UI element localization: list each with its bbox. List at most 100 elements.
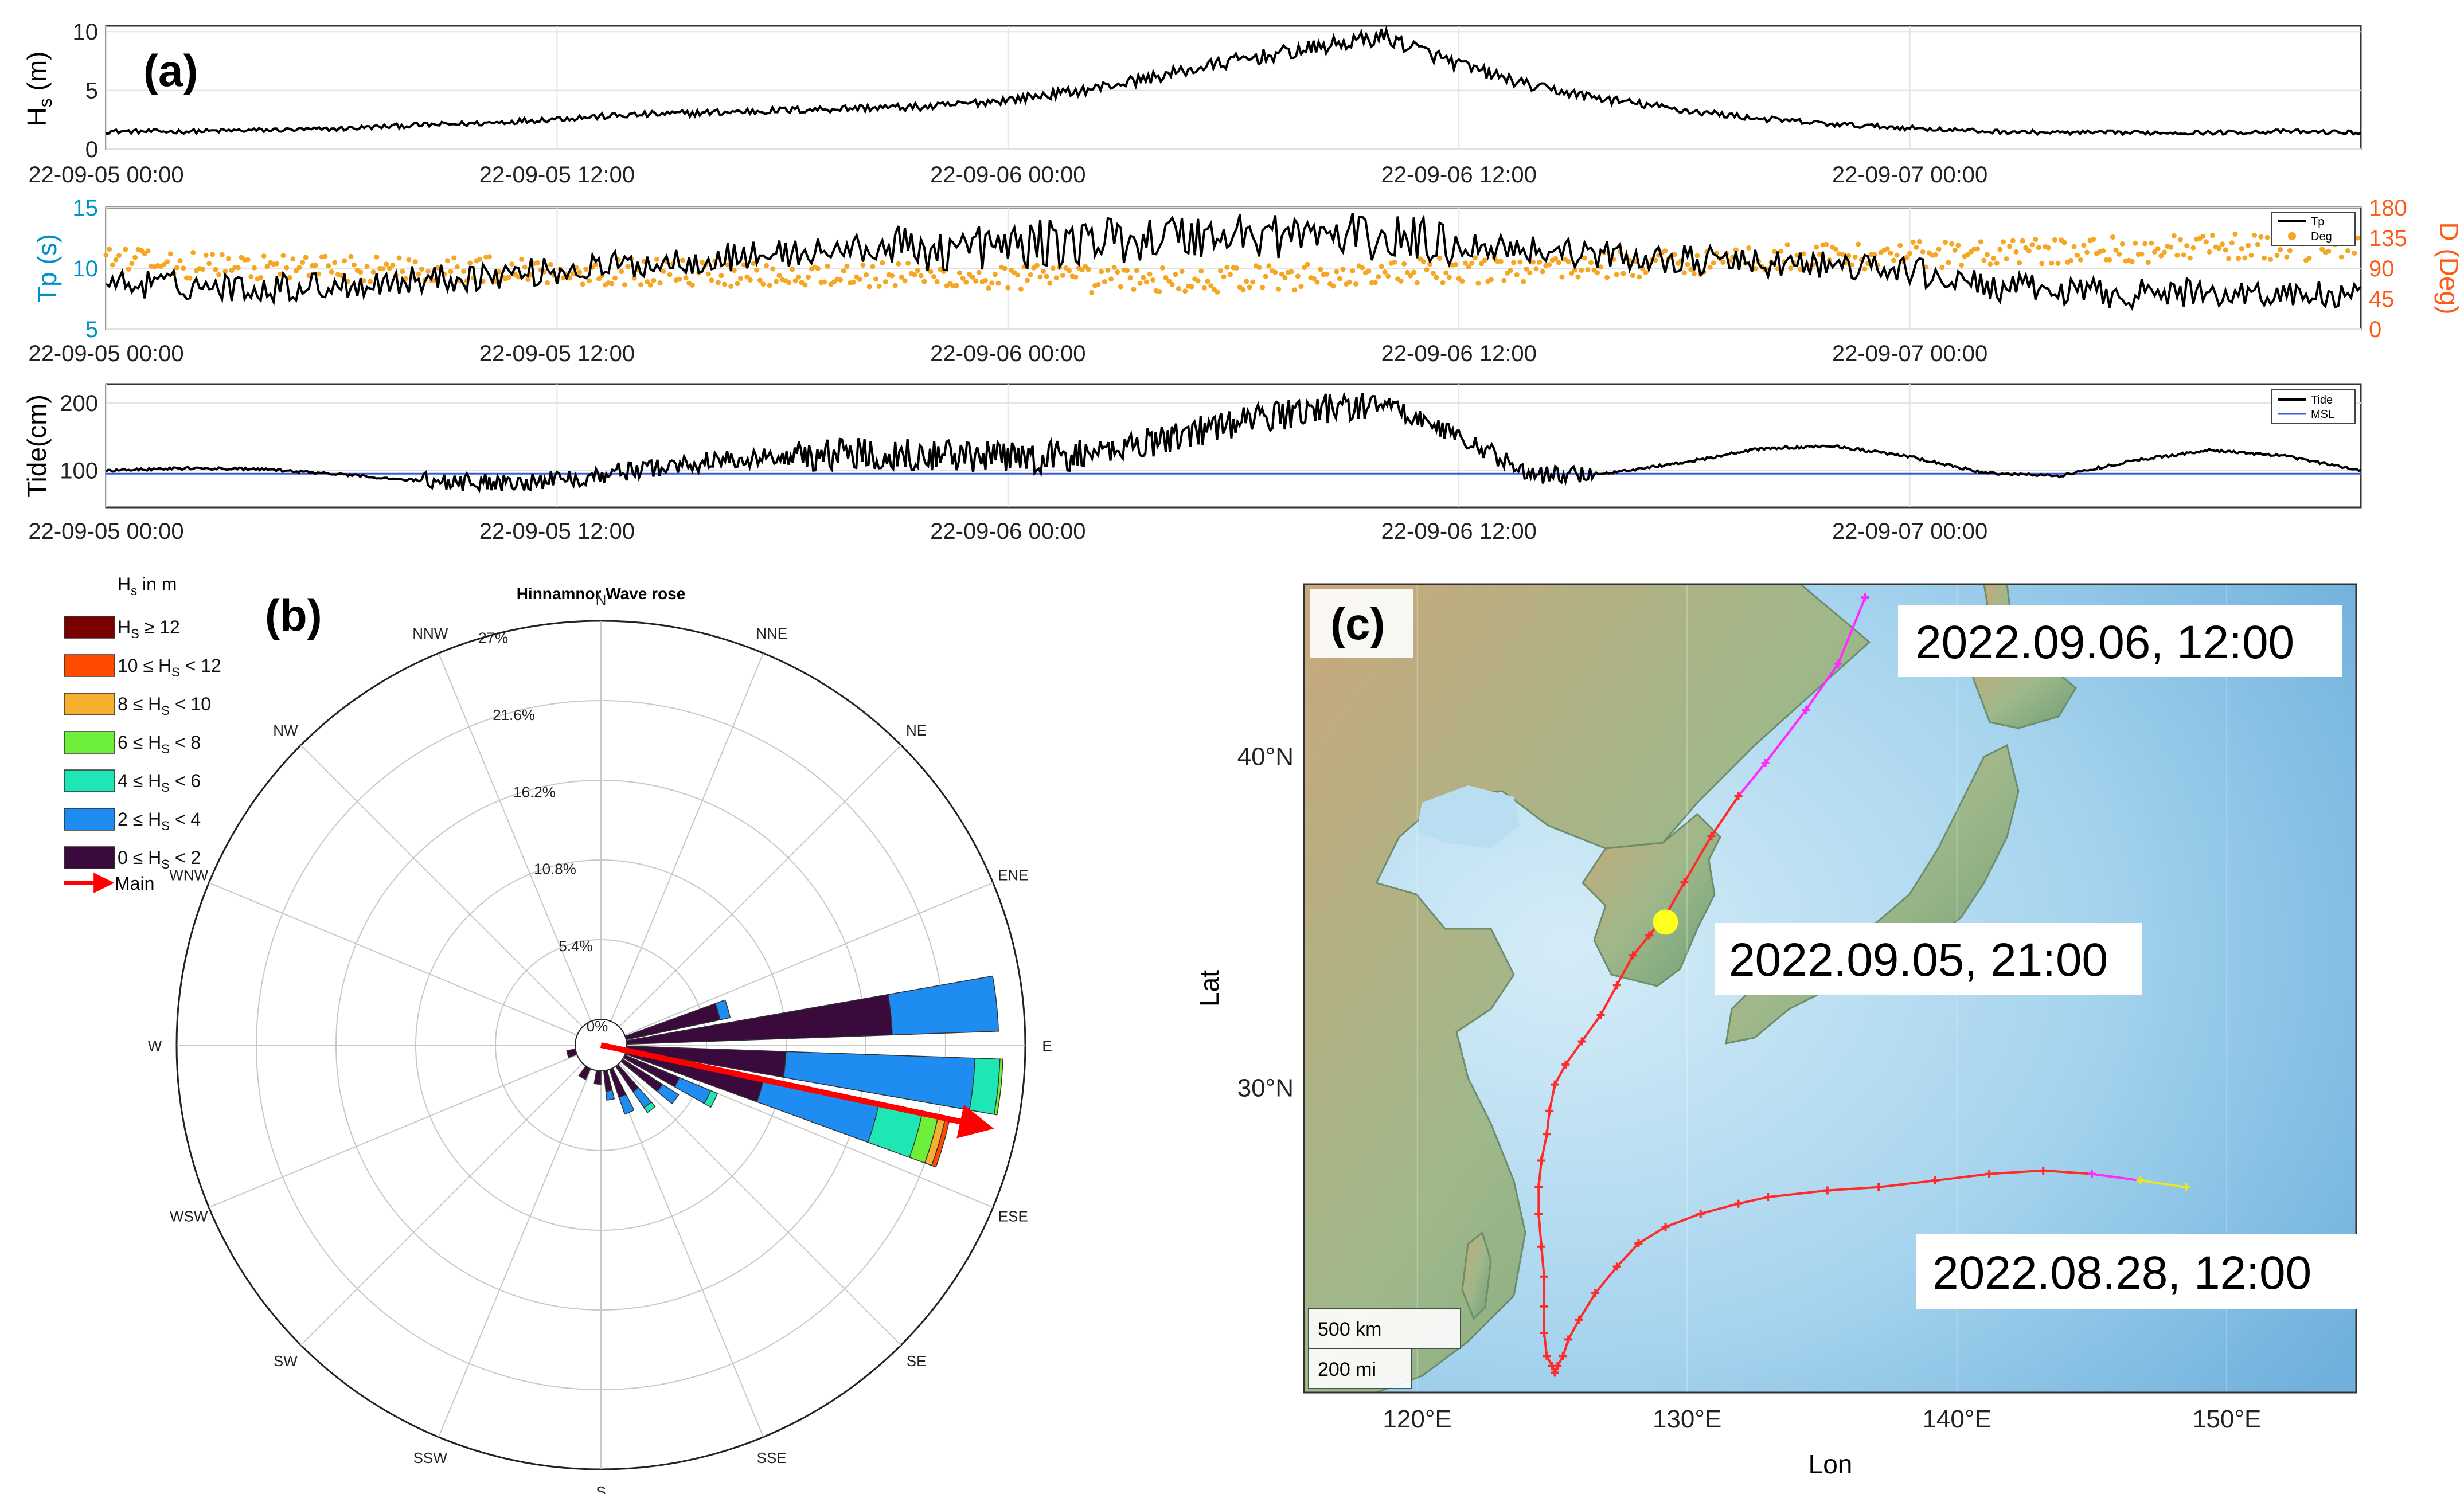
deg-point	[2071, 244, 2077, 249]
deg-point	[358, 269, 364, 275]
track-point	[1551, 1080, 1559, 1089]
deg-point	[2139, 251, 2145, 257]
deg-point	[1366, 268, 1372, 274]
deg-point	[496, 269, 502, 275]
deg-point	[277, 271, 283, 277]
deg-point	[2203, 239, 2209, 245]
track-segment	[1567, 1319, 1580, 1340]
deg-point	[715, 280, 721, 285]
deg-point	[2177, 237, 2183, 243]
deg-point	[2226, 256, 2232, 261]
deg-point	[2110, 234, 2115, 240]
tide-legend: Tide MSL	[2271, 389, 2356, 424]
deg-point	[2017, 260, 2022, 266]
deg-point	[209, 252, 215, 257]
deg-point	[1124, 268, 1130, 273]
rose-spoke	[610, 652, 764, 1022]
deg-point	[235, 265, 241, 271]
deg-point	[767, 283, 772, 288]
deg-point	[2236, 256, 2241, 261]
deg-point	[1385, 273, 1391, 279]
scale-bar-mi: 200 mi	[1318, 1359, 1376, 1380]
deg-point	[1314, 279, 1320, 285]
deg-point	[2216, 245, 2222, 251]
deg-point	[2020, 238, 2025, 244]
deg-point	[1288, 269, 1294, 275]
deg-point	[770, 266, 776, 272]
deg-point	[280, 253, 286, 259]
deg-point	[995, 280, 1001, 286]
track-point	[2087, 1170, 2096, 1178]
track-point	[2136, 1176, 2145, 1185]
deg-point	[2091, 237, 2096, 242]
rose-spoke	[619, 745, 901, 1027]
annotation-top-text: 2022.09.06, 12:00	[1915, 616, 2294, 668]
deg-point	[1565, 259, 1571, 264]
deg-point	[2345, 248, 2350, 253]
track-point	[2182, 1183, 2190, 1191]
deg-point	[983, 277, 988, 283]
deg-point	[596, 276, 602, 281]
deg-point	[1778, 248, 1784, 254]
ytick-right-label: 180	[2369, 195, 2407, 221]
deg-point	[2001, 239, 2006, 245]
deg-point	[1595, 270, 1600, 276]
deg-point	[1379, 264, 1384, 269]
track-segment	[1578, 1292, 1596, 1320]
deg-point	[206, 261, 212, 267]
deg-point	[1118, 284, 1123, 290]
track-point	[1612, 981, 1621, 990]
deg-point	[1244, 279, 1249, 284]
ytick-label: 5	[85, 317, 98, 342]
rose-spoke	[300, 745, 583, 1027]
tide-xticks: 22-09-05 00:00 22-09-05 12:00 22-09-06 00:…	[28, 519, 1987, 544]
deg-point	[290, 256, 296, 262]
deg-point	[216, 272, 222, 277]
deg-point	[915, 268, 920, 273]
deg-point	[866, 284, 872, 290]
track-segment	[1616, 1242, 1639, 1268]
deg-point	[1382, 269, 1388, 275]
deg-point	[1050, 265, 1056, 271]
deg-point	[2117, 251, 2122, 257]
deg-point	[934, 279, 940, 284]
rose-radial-label: 27%	[478, 629, 508, 647]
rose-petal-segment	[657, 1084, 680, 1105]
deg-point	[728, 284, 734, 289]
deg-point	[2036, 245, 2041, 251]
deg-point	[1991, 256, 1997, 261]
deg-point	[1437, 256, 1442, 261]
deg-point	[213, 267, 218, 272]
rose-petal-segment	[605, 1089, 615, 1101]
track-point	[1534, 1209, 1543, 1218]
deg-point	[548, 262, 553, 267]
deg-point	[1221, 274, 1227, 280]
track-point	[1680, 878, 1689, 887]
deg-point	[1707, 264, 1713, 270]
deg-point	[1311, 276, 1317, 281]
legend-swatch	[64, 616, 115, 639]
deg-point	[174, 265, 180, 271]
deg-point	[1163, 275, 1169, 280]
deg-point	[1298, 284, 1304, 290]
deg-scatter-points	[103, 232, 2360, 295]
track-point	[1875, 1183, 1883, 1191]
track-point	[1861, 593, 1869, 602]
deg-point	[580, 281, 585, 287]
deg-point	[1105, 267, 1111, 273]
xtick-label: 22-09-07 00:00	[1832, 162, 1987, 187]
deg-point	[1053, 275, 1059, 281]
deg-point	[1984, 252, 1990, 257]
deg-point	[2149, 240, 2154, 246]
deg-point	[1527, 270, 1533, 276]
rose-direction-label: ENE	[998, 866, 1028, 883]
legend-swatch	[64, 731, 115, 754]
deg-point	[899, 274, 904, 280]
deg-point	[1643, 270, 1649, 275]
legend-swatch	[64, 693, 115, 715]
deg-point	[790, 267, 795, 272]
deg-point	[902, 278, 908, 284]
deg-point	[1910, 239, 1916, 245]
